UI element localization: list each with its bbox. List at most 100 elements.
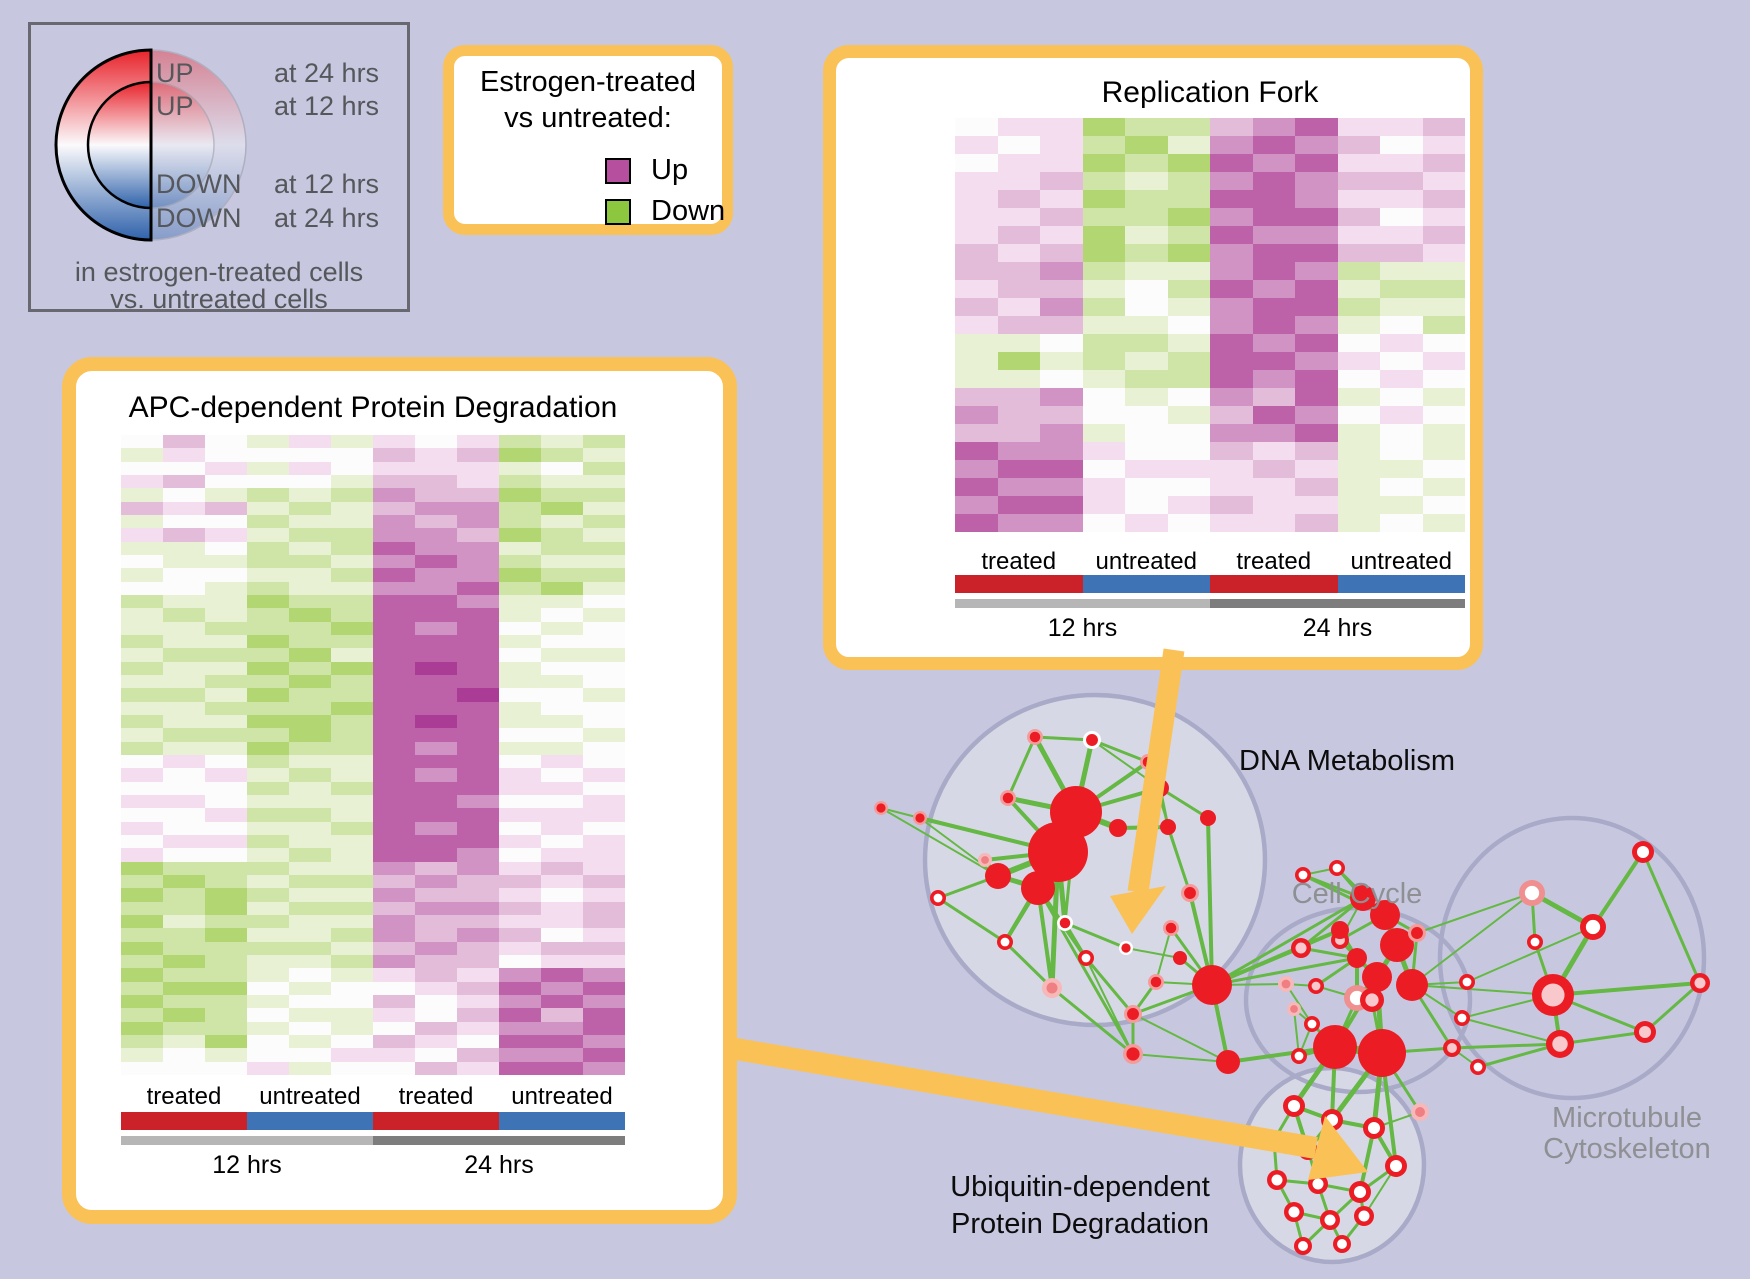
- heatmap-cell: [457, 581, 499, 595]
- network-edge: [1335, 866, 1365, 900]
- group-label: untreated: [259, 1083, 361, 1110]
- heatmap-cell: [583, 954, 625, 969]
- network-edge: [1073, 809, 1121, 831]
- network-edge: [1132, 1013, 1229, 1063]
- network-node: [1519, 880, 1545, 906]
- heatmap-cell: [499, 888, 541, 902]
- heatmap-cell: [583, 1021, 625, 1035]
- heatmap-cell: [163, 808, 205, 822]
- network-edge: [1558, 1030, 1647, 1046]
- heatmap-cell: [247, 954, 289, 969]
- heatmap-cell: [583, 541, 625, 555]
- heatmap-cell: [583, 834, 625, 849]
- network-edge: [1410, 931, 1419, 987]
- network-node-core: [1473, 1062, 1483, 1072]
- heatmap-cell: [289, 794, 331, 809]
- heatmap-cell: [1295, 172, 1338, 190]
- heatmap-cell: [1125, 154, 1168, 172]
- network-node: [1050, 786, 1102, 838]
- network-edge: [1091, 739, 1161, 789]
- heatmap-cell: [541, 568, 583, 582]
- heatmap-cell: [205, 848, 247, 862]
- heatmap-cell: [415, 541, 457, 555]
- heatmap-cell: [163, 834, 205, 849]
- heatmap-cell: [415, 861, 457, 875]
- heatmap-cell: [289, 781, 331, 795]
- network-node: [1344, 985, 1370, 1011]
- heatmap-cell: [499, 674, 541, 689]
- network-edge: [1210, 983, 1230, 1064]
- network-edge: [1331, 1043, 1386, 1057]
- heatmap-cell: [205, 821, 247, 835]
- heatmap-cell: [415, 528, 457, 542]
- network-edge: [1033, 735, 1094, 742]
- heatmap-cell: [415, 514, 457, 529]
- network-edge: [1551, 993, 1562, 1046]
- heatmap-cell: [1167, 406, 1210, 424]
- heatmap-cell: [331, 1034, 373, 1049]
- heatmap-cell: [121, 501, 163, 515]
- heatmap-cell: [331, 608, 373, 622]
- heatmap-cell: [457, 794, 499, 809]
- network-node-core: [876, 803, 886, 813]
- heatmap-cell: [289, 661, 331, 675]
- heatmap-cell: [163, 1061, 205, 1075]
- heatmap-cell: [163, 941, 205, 955]
- network-node: [1140, 754, 1156, 770]
- heatmap-cell: [1337, 244, 1380, 262]
- network-node: [1264, 1130, 1284, 1150]
- heatmap-cell: [541, 514, 583, 529]
- heatmap-cell: [1167, 442, 1210, 460]
- heatmap-cell: [457, 874, 499, 889]
- network-edge: [1074, 760, 1150, 814]
- heatmap-cell: [1125, 226, 1168, 244]
- network-edge: [1188, 891, 1214, 987]
- heatmap-cell: [247, 941, 289, 955]
- heatmap-cell: [415, 768, 457, 782]
- heatmap-cell: [955, 226, 998, 244]
- heatmap-cell: [499, 1034, 541, 1049]
- network-node: [1294, 1237, 1312, 1255]
- heatmap-cell: [1295, 424, 1338, 442]
- network-edge: [1328, 1190, 1362, 1222]
- heatmap-cell: [1337, 280, 1380, 298]
- heatmap-cell: [1295, 118, 1338, 136]
- heatmap-cell: [1040, 424, 1083, 442]
- network-node: [1690, 973, 1710, 993]
- heatmap-cell: [499, 768, 541, 782]
- heatmap-cell: [331, 621, 373, 635]
- apc-panel: APC-dependent Protein Degradation treate…: [62, 357, 737, 1224]
- heatmap-cell: [1295, 190, 1338, 208]
- heatmap-cell: [205, 941, 247, 955]
- heatmap-cell: [121, 528, 163, 542]
- heatmap-cell: [955, 244, 998, 262]
- heatmap-cell: [499, 474, 541, 489]
- heatmap-cell: [583, 928, 625, 942]
- heatmap-cell: [1380, 298, 1423, 316]
- heatmap-cell: [121, 581, 163, 595]
- heatmap-cell: [163, 608, 205, 622]
- heatmap-cell: [1125, 262, 1168, 280]
- heatmap-cell: [289, 714, 331, 729]
- time-label: 12 hrs: [212, 1151, 282, 1179]
- heatmap-cell: [1210, 190, 1253, 208]
- heatmap-cell: [331, 968, 373, 982]
- replication-fork-treatment-bar: [955, 575, 1465, 593]
- ring-left-inner: [86, 80, 153, 210]
- heatmap-cell: [1337, 334, 1380, 352]
- heatmap-cell: [1422, 478, 1465, 496]
- network-edge: [1116, 825, 1170, 830]
- heatmap-cell: [289, 1061, 331, 1075]
- heatmap-cell: [1082, 190, 1125, 208]
- group-label: untreated: [1350, 548, 1452, 575]
- heatmap-cell: [373, 634, 415, 649]
- heatmap-cell: [373, 674, 415, 689]
- microtubule-cluster: [1437, 815, 1707, 1101]
- heatmap-cell: [1252, 244, 1295, 262]
- heatmap-cell: [205, 981, 247, 995]
- heatmap-cell: [1422, 370, 1465, 388]
- heatmap-cell: [1082, 460, 1125, 478]
- heatmap-cell: [1252, 208, 1295, 226]
- heatmap-cell: [457, 861, 499, 875]
- network-edge: [1292, 1210, 1305, 1248]
